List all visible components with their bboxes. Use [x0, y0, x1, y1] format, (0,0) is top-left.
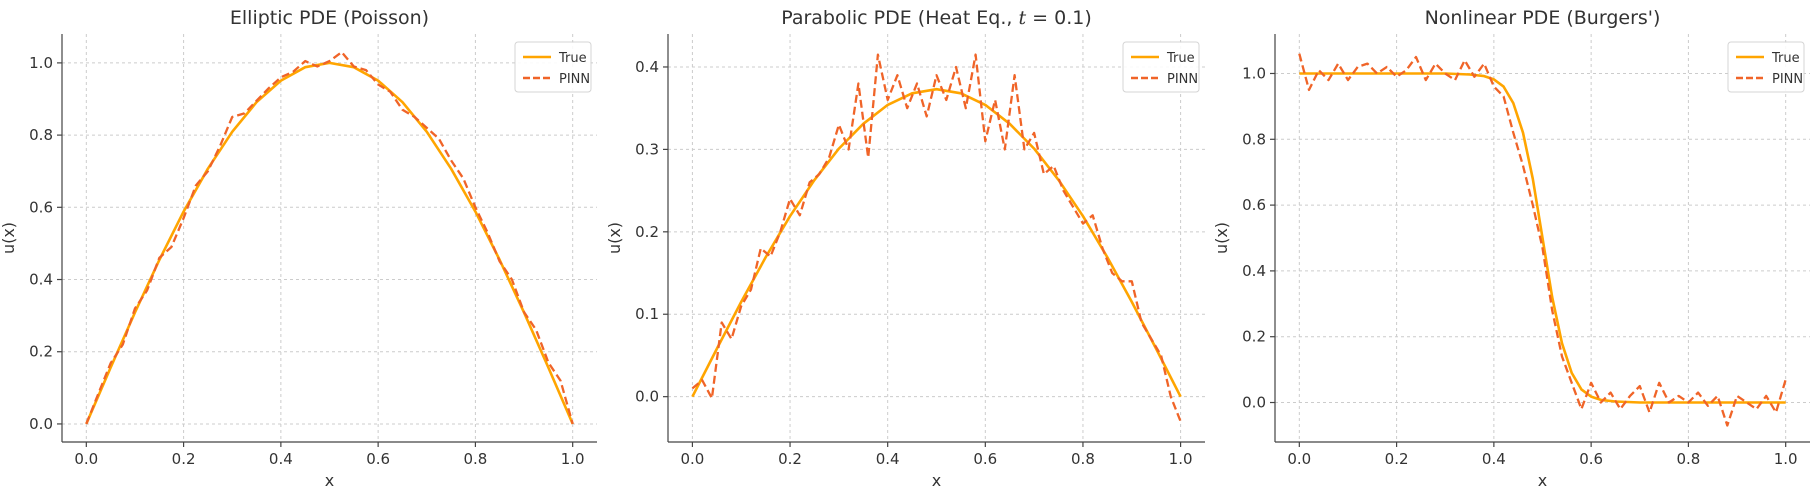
legend-label-pinn: PINN — [559, 72, 590, 87]
x-tick-label: 0.6 — [973, 450, 997, 468]
x-tick-label: 0.0 — [680, 450, 704, 468]
x-tick-label: 0.0 — [1287, 450, 1311, 468]
y-tick-label: 1.0 — [1242, 64, 1266, 82]
y-tick-label: 0.6 — [1242, 196, 1266, 214]
chart-title: Nonlinear PDE (Burgers') — [1425, 7, 1661, 29]
legend-label-true: True — [1166, 51, 1195, 66]
series-line-true — [1299, 72, 1786, 404]
x-tick-label: 0.8 — [1676, 450, 1700, 468]
x-tick-label: 0.2 — [1385, 450, 1409, 468]
y-tick-label: 0.2 — [635, 223, 659, 241]
x-tick-label: 1.0 — [1169, 450, 1193, 468]
series-line-true — [691, 87, 1182, 398]
legend-label-pinn: PINN — [1167, 72, 1198, 87]
x-axis-label: x — [932, 471, 941, 490]
y-tick-label: 0.8 — [29, 126, 53, 144]
chart-title: Parabolic PDE (Heat Eq., t = 0.1) — [781, 7, 1092, 29]
x-tick-label: 0.8 — [463, 450, 487, 468]
chart-panel-1: 0.0 0.2 0.4 0.6 0.8 1.0 0.0 0.2 0.4 0.6 0.8 1.0 x u(x… — [0, 7, 597, 490]
x-tick-label: 0.6 — [1579, 450, 1603, 468]
y-tick-label: 0.6 — [29, 198, 53, 216]
y-tick-label: 0.0 — [29, 415, 53, 433]
x-tick-label: 0.8 — [1071, 450, 1095, 468]
series-line-pinn — [691, 53, 1182, 422]
y-tick-label: 0.1 — [635, 305, 659, 323]
y-tick-label: 0.3 — [635, 140, 659, 158]
series-line-pinn — [1298, 53, 1787, 427]
y-axis-label: u(x) — [1212, 222, 1231, 254]
chart-panel-3: 0.0 0.2 0.4 0.6 0.8 1.0 0.0 0.2 0.4 0.6 0.8 1.0 x u(x… — [1212, 7, 1810, 490]
y-tick-label: 0.4 — [635, 58, 659, 76]
series-line-true — [85, 61, 574, 425]
y-tick-label: 0.0 — [635, 388, 659, 406]
legend-label-true: True — [558, 51, 587, 66]
x-tick-label: 0.0 — [74, 450, 98, 468]
x-axis-label: x — [1538, 471, 1547, 490]
chart-panel-2: 0.0 0.2 0.4 0.6 0.8 1.0 0.0 0.1 0.2 0.3 0.4 x u(x) Pa… — [605, 7, 1205, 490]
legend — [1727, 41, 1805, 93]
x-tick-label: 1.0 — [1774, 450, 1798, 468]
legend — [514, 41, 592, 93]
x-tick-label: 1.0 — [561, 450, 585, 468]
y-tick-label: 0.0 — [1242, 394, 1266, 412]
x-tick-label: 0.6 — [366, 450, 390, 468]
legend-label-true: True — [1771, 51, 1800, 66]
legend — [1122, 41, 1200, 93]
y-tick-label: 0.4 — [1242, 262, 1266, 280]
y-tick-label: 0.2 — [1242, 328, 1266, 346]
chart-title: Elliptic PDE (Poisson) — [230, 7, 429, 29]
y-tick-label: 1.0 — [29, 54, 53, 72]
legend-label-pinn: PINN — [1772, 72, 1803, 87]
x-tick-label: 0.4 — [1482, 450, 1506, 468]
x-axis-label: x — [325, 471, 334, 490]
series-line-pinn — [85, 50, 574, 425]
x-tick-label: 0.4 — [269, 450, 293, 468]
y-tick-label: 0.8 — [1242, 130, 1266, 148]
x-tick-label: 0.4 — [876, 450, 900, 468]
y-axis-label: u(x) — [0, 222, 18, 254]
x-tick-label: 0.2 — [172, 450, 196, 468]
y-tick-label: 0.4 — [29, 271, 53, 289]
y-axis-label: u(x) — [605, 222, 624, 254]
y-tick-label: 0.2 — [29, 343, 53, 361]
x-tick-label: 0.2 — [778, 450, 802, 468]
